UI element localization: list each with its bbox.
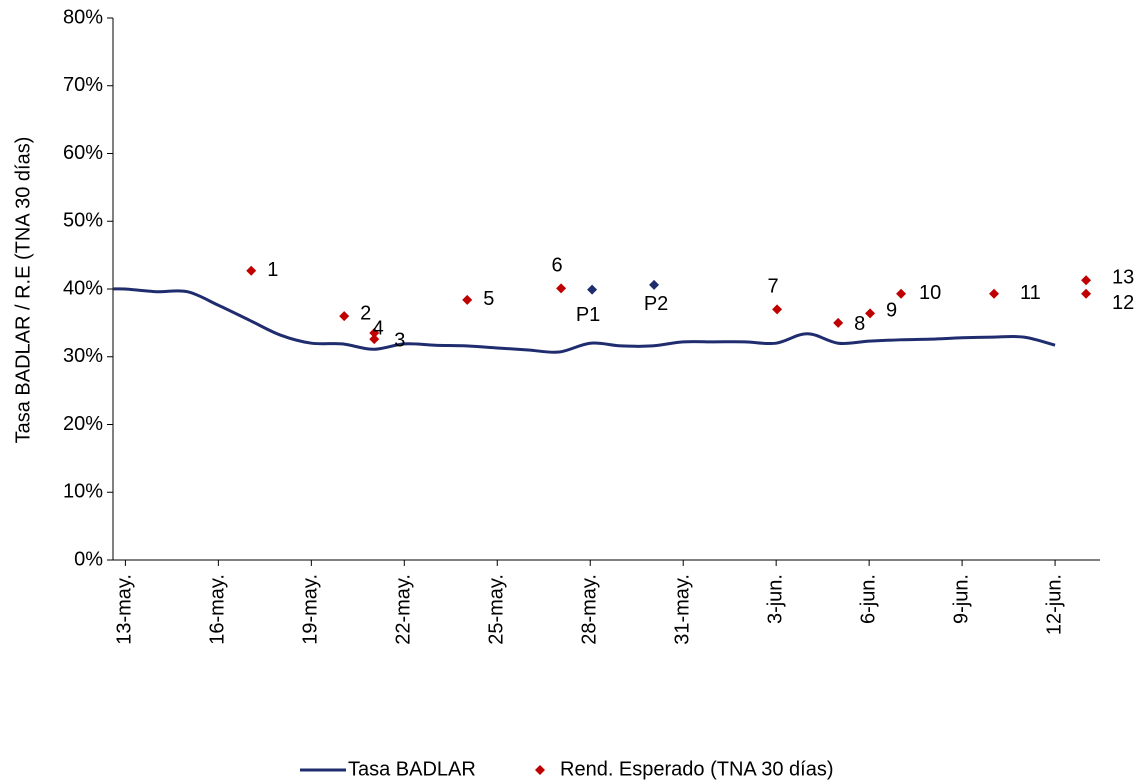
x-tick-label: 22-may. <box>393 574 415 645</box>
x-tick-label: 9-jun. <box>950 574 972 624</box>
point <box>649 279 660 290</box>
point-label: P1 <box>576 304 600 326</box>
point <box>1081 288 1092 299</box>
y-tick-label: 10% <box>63 481 103 503</box>
point <box>246 265 257 276</box>
point <box>462 294 473 305</box>
point-label: 12 <box>1112 292 1134 314</box>
point-label: 2 <box>360 302 371 324</box>
legend-label: Tasa BADLAR <box>348 758 476 780</box>
x-tick-label: 28-may. <box>579 574 601 645</box>
point-label: 7 <box>768 276 779 298</box>
point-label: 1 <box>267 259 278 281</box>
point <box>989 288 1000 299</box>
point <box>369 328 380 339</box>
x-tick-label: 6-jun. <box>857 574 879 624</box>
point-label: 6 <box>552 255 563 277</box>
point-label: P2 <box>644 293 668 315</box>
point-label: 5 <box>483 288 494 310</box>
point <box>772 304 783 315</box>
y-tick-label: 30% <box>63 345 103 367</box>
point-label: 9 <box>886 300 897 322</box>
y-tick-label: 80% <box>63 6 103 28</box>
point-label: 8 <box>854 313 865 335</box>
legend-marker <box>535 765 545 775</box>
x-tick-label: 3-jun. <box>764 574 786 624</box>
y-tick-label: 20% <box>63 413 103 435</box>
y-tick-label: 60% <box>63 142 103 164</box>
y-tick-label: 70% <box>63 74 103 96</box>
x-tick-label: 25-may. <box>486 574 508 645</box>
x-tick-label: 13-may. <box>114 574 136 645</box>
y-tick-label: 50% <box>63 210 103 232</box>
point-label: 13 <box>1112 266 1134 288</box>
x-tick-label: 19-may. <box>300 574 322 645</box>
point <box>896 288 907 299</box>
point <box>369 334 380 345</box>
y-tick-label: 40% <box>63 277 103 299</box>
point-label: 10 <box>919 282 941 304</box>
point-label: 3 <box>394 329 405 351</box>
legend-label: Rend. Esperado (TNA 30 días) <box>560 758 833 780</box>
point <box>833 317 844 328</box>
x-tick-label: 31-may. <box>671 574 693 645</box>
point-label: 11 <box>1020 282 1041 304</box>
point <box>339 311 350 322</box>
point <box>865 308 876 319</box>
point <box>1081 275 1092 286</box>
y-axis-title: Tasa BADLAR / R.E (TNA 30 días) <box>12 137 34 444</box>
badlar-line <box>112 287 1056 354</box>
point <box>587 284 598 295</box>
point <box>556 283 567 294</box>
point-label: 4 <box>373 317 384 339</box>
x-tick-label: 16-may. <box>207 574 229 645</box>
y-tick-label: 0% <box>74 548 103 570</box>
x-tick-label: 12-jun. <box>1043 574 1065 635</box>
